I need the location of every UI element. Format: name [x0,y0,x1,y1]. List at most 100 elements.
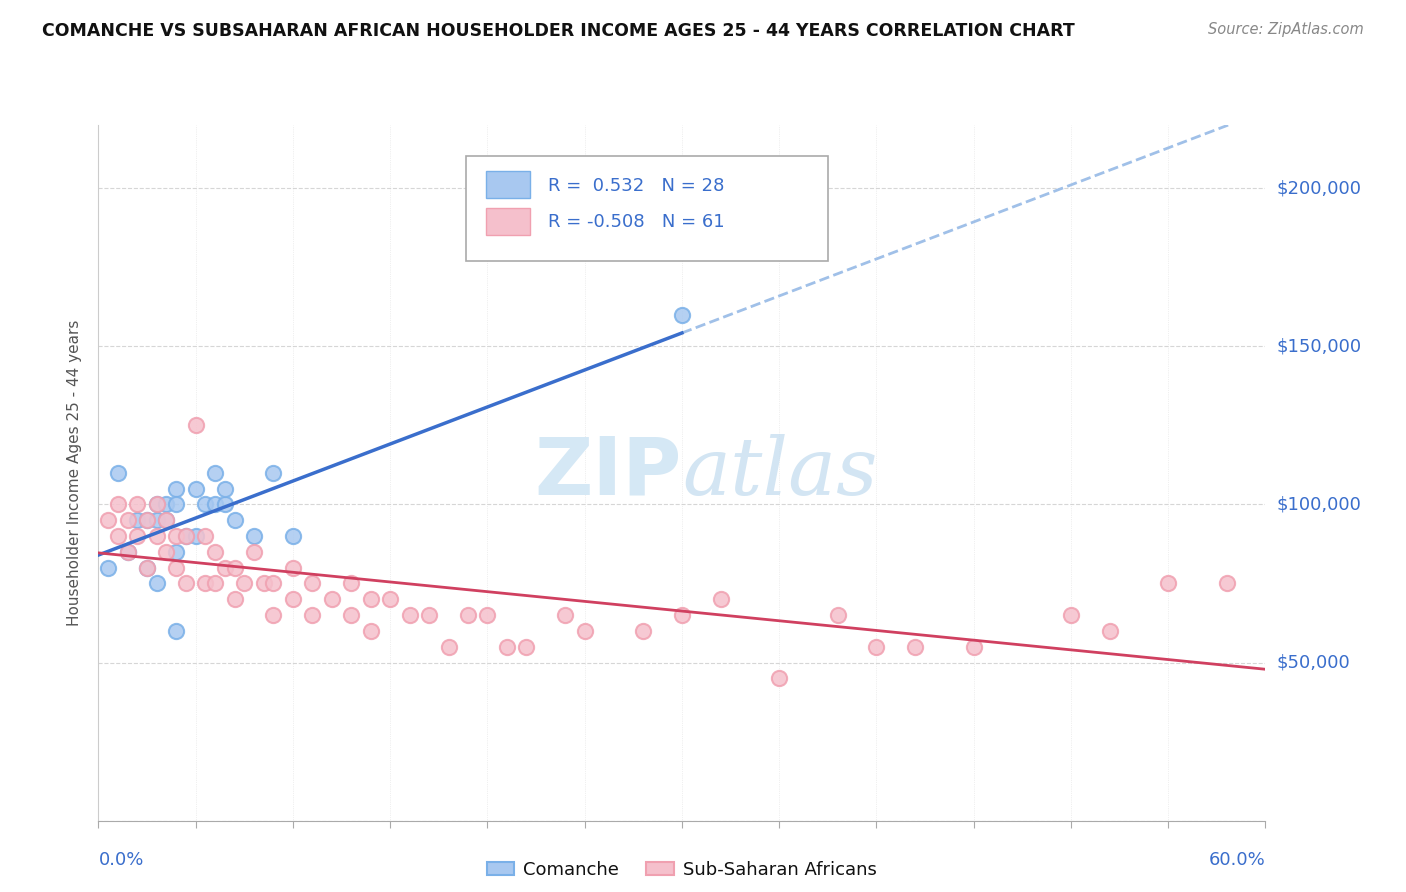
Text: 0.0%: 0.0% [98,851,143,869]
Point [174,529,197,543]
Point [457,608,479,623]
Point [204,545,226,559]
Point [107,466,129,480]
Point [574,624,596,638]
Point [495,640,517,654]
Point [1060,608,1083,623]
Point [194,529,217,543]
Point [136,560,159,574]
Point [214,497,236,511]
Point [117,545,139,559]
Point [194,497,217,511]
Point [127,497,149,511]
Text: $100,000: $100,000 [1277,495,1361,514]
FancyBboxPatch shape [465,156,828,260]
Point [437,640,460,654]
Point [174,576,197,591]
Point [107,529,129,543]
Point [768,671,790,685]
Point [1098,624,1121,638]
Point [378,592,402,607]
Point [224,592,246,607]
Point [281,592,304,607]
Point [184,418,207,433]
Point [136,513,159,527]
Point [204,576,226,591]
Point [136,560,159,574]
Point [184,529,207,543]
Point [127,529,149,543]
FancyBboxPatch shape [486,209,530,235]
Point [165,529,187,543]
Text: Source: ZipAtlas.com: Source: ZipAtlas.com [1208,22,1364,37]
Text: COMANCHE VS SUBSAHARAN AFRICAN HOUSEHOLDER INCOME AGES 25 - 44 YEARS CORRELATION: COMANCHE VS SUBSAHARAN AFRICAN HOUSEHOLD… [42,22,1076,40]
Point [107,497,129,511]
Point [671,308,693,322]
Point [360,592,382,607]
Text: R =  0.532   N = 28: R = 0.532 N = 28 [548,178,724,195]
Point [165,624,187,638]
Point [233,576,256,591]
Point [281,560,304,574]
Text: 60.0%: 60.0% [1209,851,1265,869]
Point [262,608,284,623]
Point [301,576,323,591]
Point [554,608,576,623]
Text: $50,000: $50,000 [1277,654,1350,672]
Point [97,513,120,527]
Point [301,608,323,623]
Point [136,513,159,527]
Point [962,640,984,654]
Point [204,466,226,480]
Point [165,560,187,574]
Text: ZIP: ZIP [534,434,682,512]
Point [671,608,693,623]
Point [165,545,187,559]
Point [243,545,266,559]
Point [146,497,169,511]
Text: $150,000: $150,000 [1277,337,1361,355]
Point [97,560,120,574]
Point [184,482,207,496]
Point [418,608,440,623]
Point [146,529,169,543]
Point [224,560,246,574]
Point [117,513,139,527]
Point [340,608,363,623]
Text: R = -0.508   N = 61: R = -0.508 N = 61 [548,213,724,231]
Point [262,466,284,480]
Point [117,545,139,559]
FancyBboxPatch shape [486,171,530,198]
Point [398,608,420,623]
Point [477,608,499,623]
Point [146,497,169,511]
Point [631,624,654,638]
Point [155,513,177,527]
Point [321,592,343,607]
Point [865,640,887,654]
Point [127,513,149,527]
Text: atlas: atlas [682,434,877,511]
Point [146,576,169,591]
Point [155,545,177,559]
Point [281,529,304,543]
Point [146,513,169,527]
Point [174,529,197,543]
Point [904,640,927,654]
Point [360,624,382,638]
Point [214,560,236,574]
Point [827,608,849,623]
Point [155,513,177,527]
Point [710,592,733,607]
Point [243,529,266,543]
Point [204,497,226,511]
Point [214,482,236,496]
Point [340,576,363,591]
Point [515,640,537,654]
Point [224,513,246,527]
Point [165,497,187,511]
Text: $200,000: $200,000 [1277,179,1361,197]
Y-axis label: Householder Income Ages 25 - 44 years: Householder Income Ages 25 - 44 years [67,319,83,626]
Point [194,576,217,591]
Legend: Comanche, Sub-Saharan Africans: Comanche, Sub-Saharan Africans [478,852,886,888]
